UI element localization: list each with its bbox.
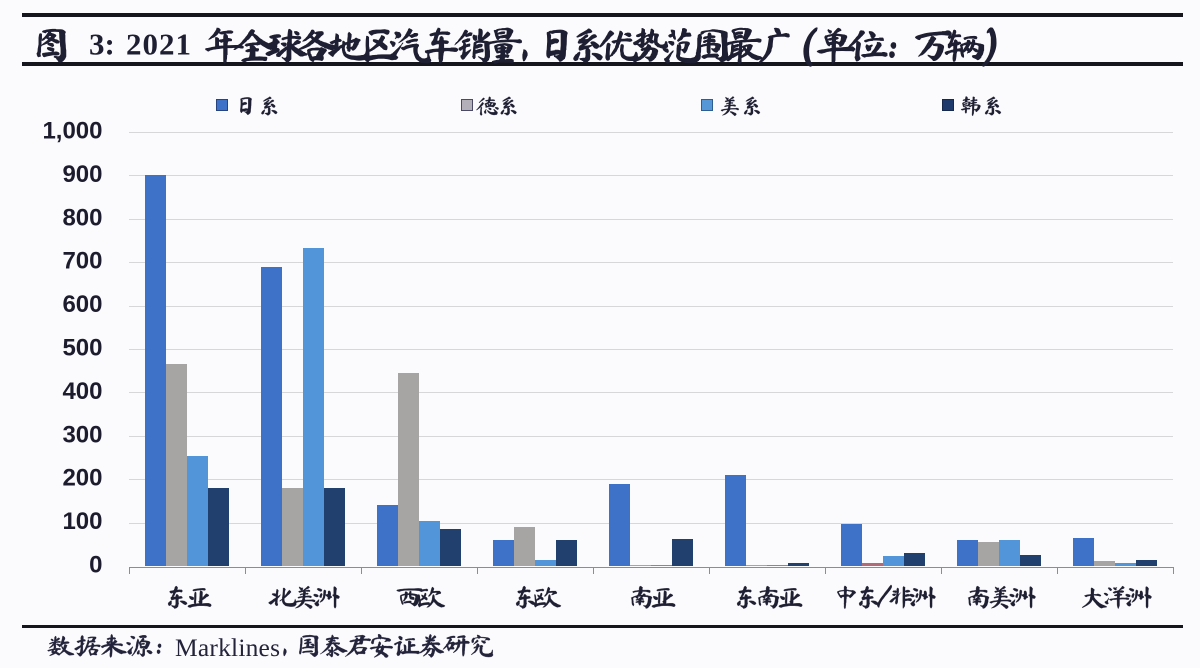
svg-text:2021: 2021 <box>126 26 192 61</box>
svg-text:0: 0 <box>89 552 102 579</box>
svg-text:300: 300 <box>62 421 102 448</box>
svg-text:400: 400 <box>62 378 102 405</box>
svg-text:3:: 3: <box>89 26 115 61</box>
svg-text:700: 700 <box>62 248 102 275</box>
svg-text:900: 900 <box>62 161 102 188</box>
svg-text:100: 100 <box>62 508 102 535</box>
svg-text:600: 600 <box>62 291 102 318</box>
svg-text:800: 800 <box>62 204 102 231</box>
svg-text:200: 200 <box>62 465 102 492</box>
svg-text:Marklines: Marklines <box>175 633 280 662</box>
svg-text:1,000: 1,000 <box>42 118 102 145</box>
svg-text:500: 500 <box>62 335 102 362</box>
